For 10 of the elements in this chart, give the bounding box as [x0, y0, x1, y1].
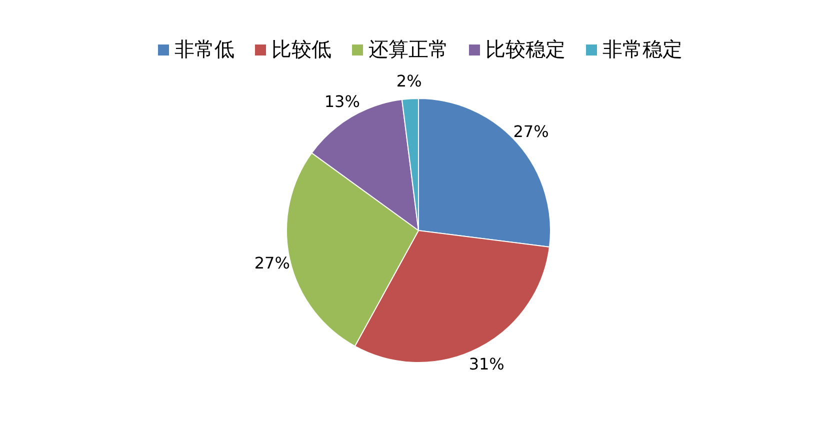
legend-label: 非常低: [174, 36, 234, 63]
legend-label: 还算正常: [368, 36, 448, 63]
legend-label: 比较稳定: [486, 36, 566, 63]
data-label: 2%: [396, 71, 422, 90]
data-label: 27%: [254, 254, 290, 273]
legend-label: 比较低: [272, 36, 332, 63]
data-label: 13%: [324, 92, 360, 111]
legend-label: 非常稳定: [602, 36, 682, 63]
data-label: 27%: [513, 122, 549, 141]
data-label: 31%: [468, 354, 504, 374]
